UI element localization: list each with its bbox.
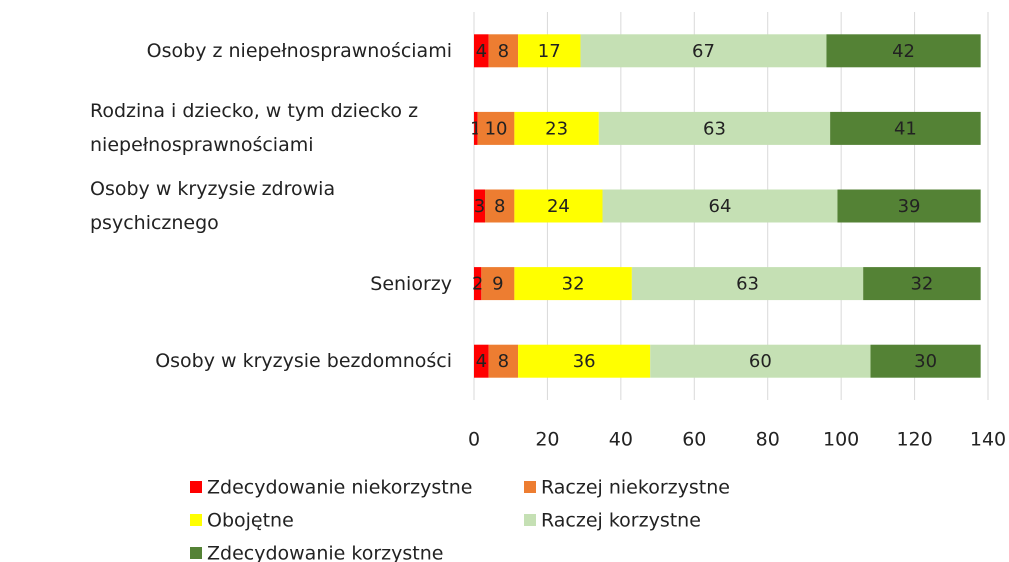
data-label: 64 — [709, 196, 732, 217]
legend-label: Obojętne — [207, 510, 294, 532]
legend-label: Zdecydowanie korzystne — [207, 543, 443, 562]
data-label: 17 — [538, 41, 561, 62]
data-label: 24 — [547, 196, 570, 217]
bar-segment — [474, 189, 486, 223]
bar-segment — [650, 344, 871, 378]
data-label: 8 — [494, 196, 505, 217]
data-label: 8 — [498, 41, 509, 62]
legend-label: Raczej korzystne — [541, 510, 701, 532]
bar-segment — [485, 189, 515, 223]
category-label-box: Seniorzy — [370, 254, 452, 314]
bar-segment — [826, 34, 981, 68]
legend-swatch — [524, 481, 536, 493]
legend-swatch — [190, 514, 202, 526]
x-tick-label: 140 — [970, 429, 1006, 451]
legend-swatch — [190, 481, 202, 493]
y-tick-label: Seniorzy — [370, 272, 452, 295]
bar-segment — [474, 267, 482, 301]
data-label: 9 — [492, 274, 503, 295]
bar-segment — [514, 189, 603, 223]
bar-segment — [863, 267, 981, 301]
data-label: 23 — [545, 118, 568, 139]
bar-segment — [481, 267, 515, 301]
y-tick-label: Osoby w kryzysie bezdomności — [155, 350, 452, 373]
bar-segment — [477, 111, 515, 145]
bar-segment — [580, 34, 827, 68]
bar-segment — [518, 344, 651, 378]
category-label-box: Osoby z niepełnosprawnościami — [147, 21, 452, 81]
bar-segment — [474, 34, 489, 68]
category-label-box: Osoby w kryzysie zdrowia psychicznego — [90, 176, 452, 236]
x-tick-label: 0 — [468, 429, 480, 451]
data-label: 63 — [703, 118, 726, 139]
category-label-box: Osoby w kryzysie bezdomności — [155, 331, 452, 391]
y-tick-label: Rodzina i dziecko, w tym dziecko z niepe… — [90, 100, 419, 157]
data-label: 41 — [894, 118, 917, 139]
bar-segment — [631, 267, 864, 301]
data-label: 1 — [470, 118, 481, 139]
data-label: 39 — [898, 196, 921, 217]
bar-segment — [598, 111, 831, 145]
bar-segment — [518, 34, 581, 68]
bar-segment — [837, 189, 981, 223]
bar-segment — [474, 111, 478, 145]
bar-segment — [870, 344, 981, 378]
bar-segment — [488, 344, 519, 378]
data-label: 60 — [749, 351, 772, 372]
bar-segment — [474, 344, 489, 378]
x-tick-label: 100 — [823, 429, 859, 451]
data-label: 36 — [573, 351, 596, 372]
x-tick-label: 40 — [609, 429, 633, 451]
bar-segment — [488, 34, 519, 68]
bar-segment — [514, 111, 599, 145]
x-tick-label: 120 — [896, 429, 932, 451]
legend-label: Raczej niekorzystne — [541, 477, 730, 499]
x-tick-label: 20 — [535, 429, 559, 451]
data-label: 4 — [476, 351, 487, 372]
data-label: 8 — [498, 351, 509, 372]
data-label: 30 — [914, 351, 937, 372]
data-label: 63 — [736, 274, 759, 295]
data-label: 32 — [562, 274, 585, 295]
data-label: 10 — [485, 118, 508, 139]
bar-segment — [514, 267, 632, 301]
legend-swatch — [190, 547, 202, 559]
y-tick-label: Osoby w kryzysie zdrowia psychicznego — [90, 178, 336, 234]
category-label-box: Rodzina i dziecko, w tym dziecko z niepe… — [90, 98, 452, 158]
legend-swatch — [524, 514, 536, 526]
data-label: 2 — [472, 274, 483, 295]
legend-label: Zdecydowanie niekorzystne — [207, 477, 472, 499]
y-tick-label: Osoby z niepełnosprawnościami — [146, 39, 452, 62]
data-label: 42 — [892, 41, 915, 62]
bar-segment — [830, 111, 981, 145]
data-label: 32 — [910, 274, 933, 295]
bar-segment — [602, 189, 838, 223]
data-label: 4 — [476, 41, 487, 62]
x-tick-label: 60 — [682, 429, 706, 451]
data-label: 67 — [692, 41, 715, 62]
x-tick-label: 80 — [756, 429, 780, 451]
data-label: 3 — [474, 196, 485, 217]
